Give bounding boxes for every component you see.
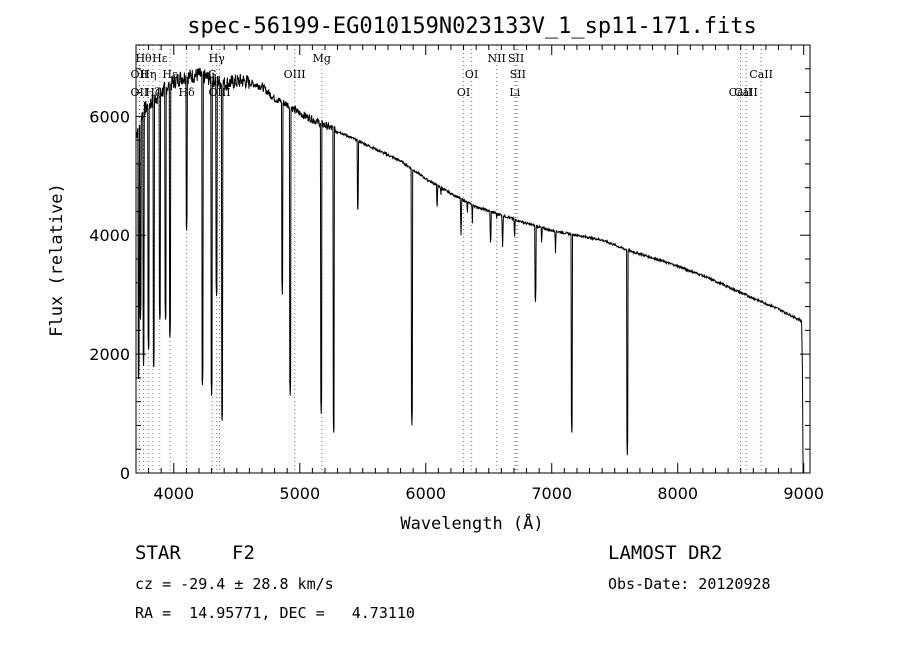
- x-tick-label: 7000: [531, 484, 572, 503]
- y-axis: 0 2000 4000 6000: [89, 68, 810, 483]
- y-tick-label: 6000: [89, 107, 130, 126]
- y-tick-label: 2000: [89, 345, 130, 364]
- x-tick-label: 5000: [279, 484, 320, 503]
- spectral-line-label: CaII: [734, 86, 758, 99]
- plot-frame: [135, 44, 811, 474]
- spectral-line-label: Hγ: [209, 52, 226, 65]
- spectral-line-label: Hη: [140, 68, 156, 81]
- object-class: STAR: [135, 542, 181, 564]
- x-axis: 4000 5000 6000 7000 8000 9000: [135, 45, 824, 503]
- spectrum-line: [135, 67, 804, 474]
- spectral-line-label: Hζ: [145, 86, 161, 99]
- x-tick-label: 4000: [153, 484, 194, 503]
- x-tick-label: 8000: [657, 484, 698, 503]
- spectral-line-label: OI: [465, 68, 478, 81]
- spectral-line-label: OIII: [284, 68, 306, 81]
- spectral-line-label: Hθ: [135, 52, 152, 65]
- object-subclass: F2: [232, 542, 255, 564]
- y-tick-label: 4000: [89, 226, 130, 245]
- y-axis-label: Flux (relative): [47, 183, 67, 337]
- chart-title: spec-56199-EG010159N023133V_1_sp11-171.f…: [187, 14, 757, 39]
- spectral-line-label: Hε: [152, 52, 168, 65]
- spectral-line-label: SII: [510, 68, 526, 81]
- spectral-line-label: OI: [457, 86, 470, 99]
- redshift-text: cz = -29.4 ± 28.8 km/s: [135, 575, 334, 593]
- spectral-line-label: Li: [509, 86, 520, 99]
- spectral-line-label: SII: [508, 52, 524, 65]
- spectral-line-label: Hδ: [179, 86, 196, 99]
- spectral-line-markers: OIIOIIHθHηHζHεHεHδGHγOIIIOIIIMgOIOINIILi…: [131, 45, 773, 473]
- coordinates-text: RA = 14.95771, DEC = 4.73110: [135, 604, 415, 622]
- survey-name: LAMOST DR2: [608, 542, 723, 564]
- y-tick-label: 0: [120, 464, 130, 483]
- spectral-line-label: CaII: [749, 68, 773, 81]
- x-tick-label: 9000: [783, 484, 824, 503]
- observation-date: Obs-Date: 20120928: [608, 575, 771, 593]
- spectral-line-label: Mg: [313, 52, 331, 65]
- x-tick-label: 6000: [405, 484, 446, 503]
- spectral-line-label: G: [208, 68, 217, 81]
- spectral-line-label: NII: [488, 52, 506, 65]
- x-axis-label: Wavelength (Å): [400, 512, 543, 534]
